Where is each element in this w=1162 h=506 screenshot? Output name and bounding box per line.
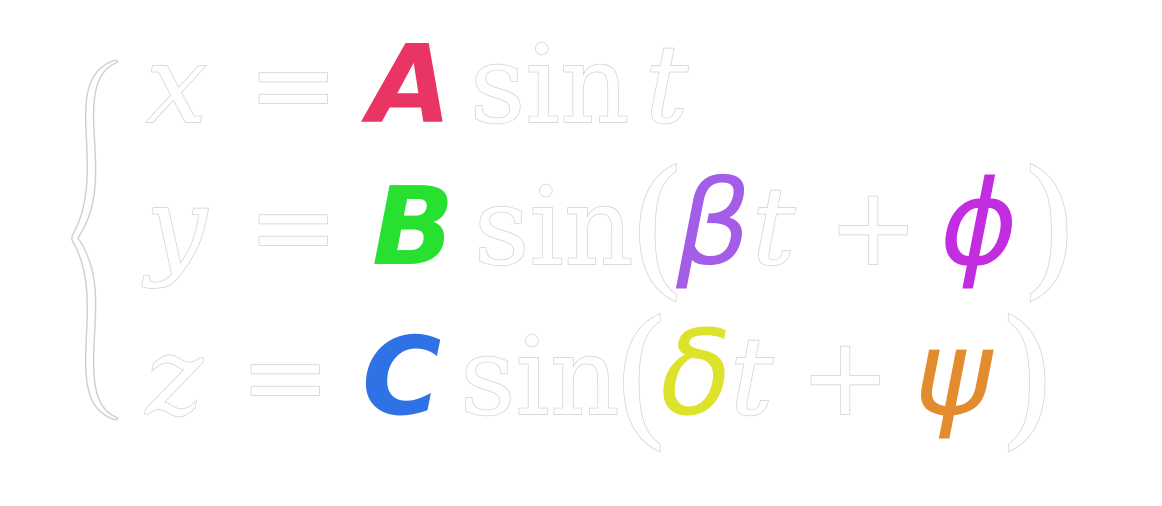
open-paren: ( bbox=[612, 290, 671, 464]
equation-row-1: x = A sin t bbox=[145, 22, 689, 148]
equals-sign: = bbox=[248, 165, 339, 290]
lhs-variable: z bbox=[144, 315, 204, 440]
time-variable: t bbox=[645, 23, 689, 148]
lhs-variable: y bbox=[141, 165, 209, 290]
equation-row-2: y = B sin ( β t + ϕ ) bbox=[140, 139, 1079, 314]
amplitude-coefficient: A bbox=[360, 23, 452, 148]
equals-sign: = bbox=[240, 315, 331, 440]
time-variable: t bbox=[730, 315, 774, 440]
phase-offset: ϕ bbox=[940, 154, 1018, 292]
open-paren: ( bbox=[628, 140, 687, 314]
close-paren: ) bbox=[998, 290, 1057, 464]
equals-sign: = bbox=[248, 23, 339, 148]
amplitude-coefficient: C bbox=[362, 315, 441, 440]
time-variable: t bbox=[752, 165, 796, 290]
plus-sign: + bbox=[800, 315, 891, 440]
frequency-coefficient: δ bbox=[660, 304, 732, 442]
sine-function: sin bbox=[460, 315, 620, 440]
plus-sign: + bbox=[828, 165, 919, 290]
phase-offset: ψ bbox=[914, 304, 994, 442]
lhs-variable: x bbox=[146, 23, 207, 148]
left-brace bbox=[71, 59, 120, 421]
sine-function: sin bbox=[474, 165, 634, 290]
close-paren: ) bbox=[1020, 140, 1079, 314]
sine-function: sin bbox=[470, 23, 630, 148]
amplitude-coefficient: B bbox=[372, 165, 454, 290]
frequency-coefficient: β bbox=[675, 154, 751, 292]
equation-row-3: z = C sin ( δ t + ψ ) bbox=[143, 289, 1057, 464]
